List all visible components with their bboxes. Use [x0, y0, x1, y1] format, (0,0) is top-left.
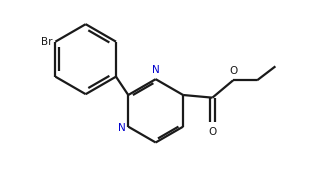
Text: N: N [152, 65, 160, 75]
Text: Br: Br [41, 37, 53, 47]
Text: O: O [208, 127, 217, 137]
Text: O: O [230, 66, 238, 76]
Text: N: N [118, 123, 126, 133]
